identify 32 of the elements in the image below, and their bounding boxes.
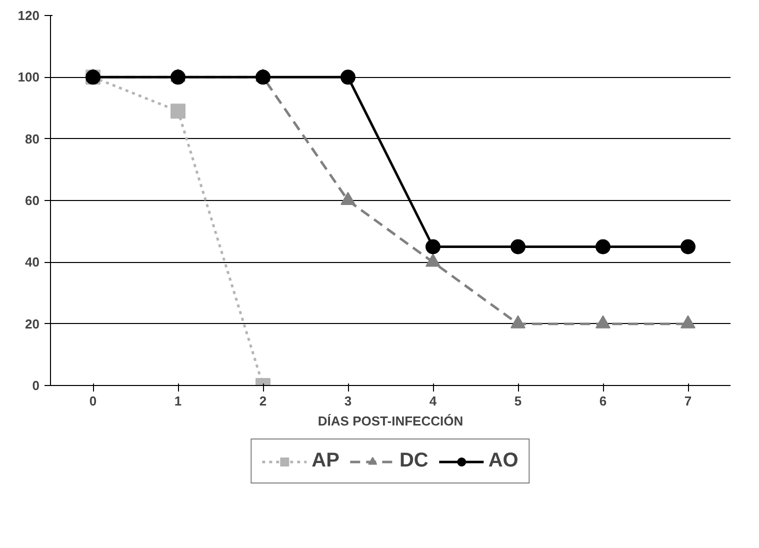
point [170,70,186,85]
x-tick-label: 5 [514,394,522,408]
y-tick-label: 20 [25,316,40,332]
y-tick-label: 40 [25,254,40,270]
point [256,70,270,85]
y-tick-label: 0 [32,378,40,393]
point [426,239,440,254]
x-tick-label: 1 [174,394,182,408]
point [510,239,526,254]
point [426,254,440,267]
point [170,104,186,119]
y-tick-label: 120 [18,8,40,23]
y-tick-label: 80 [25,131,40,146]
legend-label: DC [399,450,428,472]
point [596,239,610,254]
x-axis-title: DÍAS POST-INFECCIÓN [318,414,464,428]
legend-label: AP [312,450,340,472]
x-tick-label: 4 [429,394,438,408]
y-tick-label: 60 [25,193,40,208]
y-tick-label: 100 [18,70,40,85]
point [680,239,696,254]
x-tick-label: 3 [344,394,352,408]
x-tick-label: 7 [684,394,692,408]
point [340,70,356,85]
x-tick-label: 2 [259,394,267,408]
point [510,315,526,328]
legend-label: AO [488,450,518,472]
point [680,315,696,328]
point [340,192,356,206]
x-tick-label: 6 [599,394,607,408]
point [596,315,610,328]
x-tick-label: 0 [89,394,97,408]
